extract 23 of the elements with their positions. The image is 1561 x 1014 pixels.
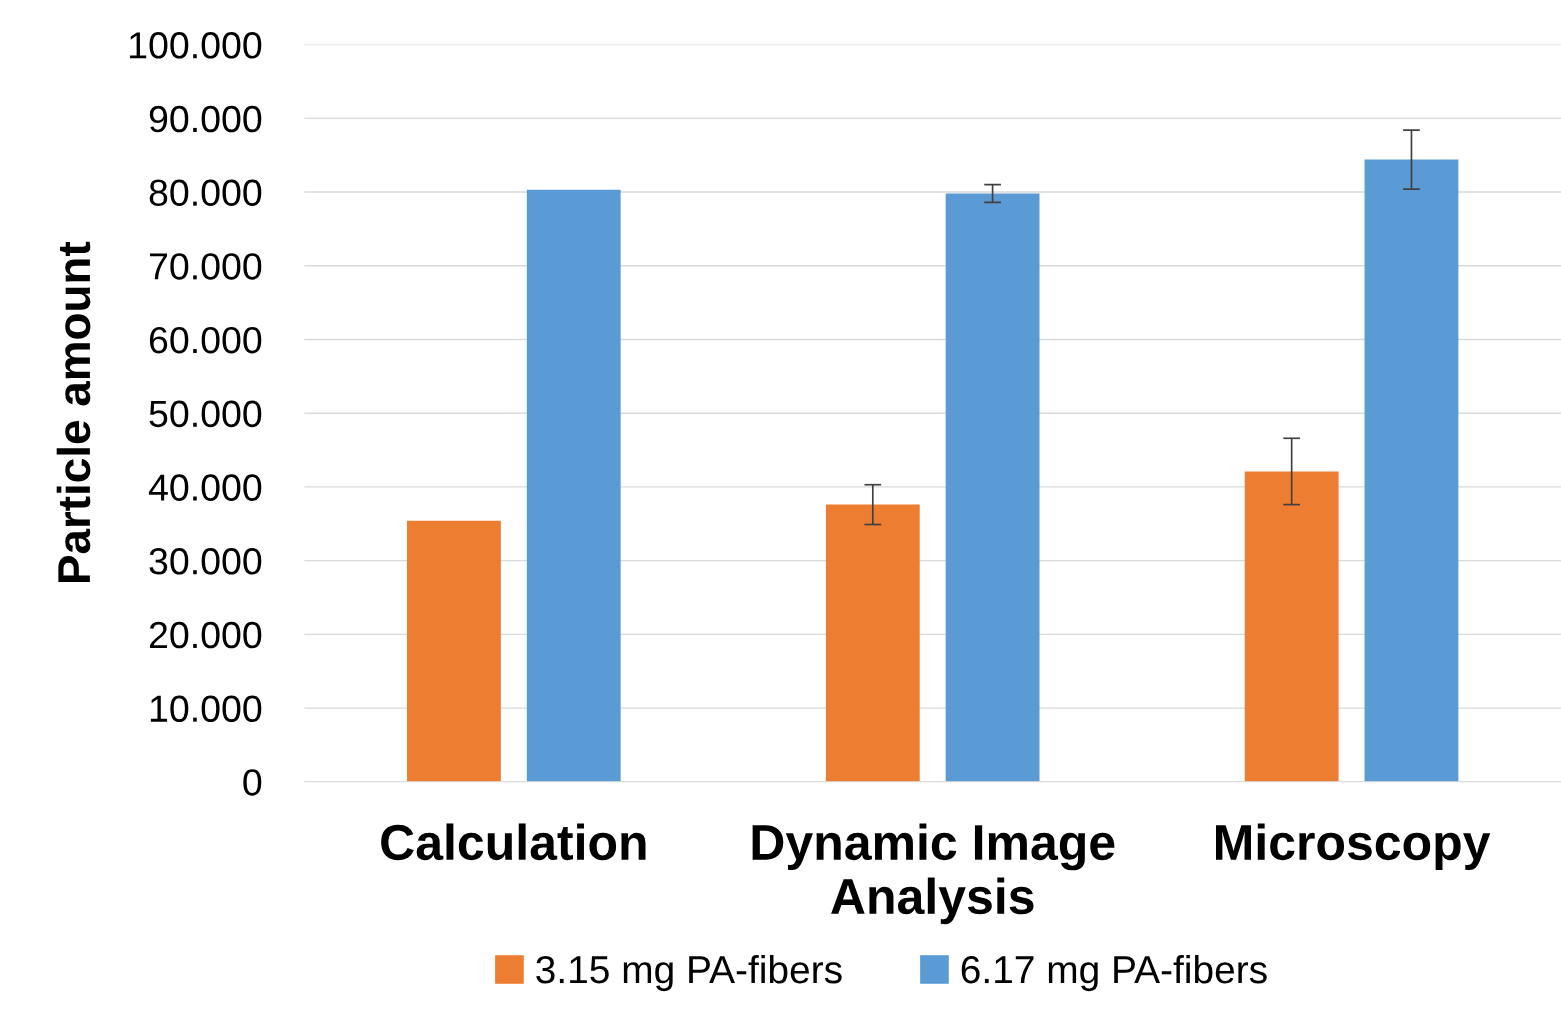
x-tick-label: Calculation	[381, 823, 646, 861]
y-tick-label: 20.000	[149, 621, 262, 649]
legend-label: 6.17 mg PA-fibers	[961, 954, 1267, 992]
y-tick-label: 30.000	[149, 548, 262, 575]
bar	[1364, 159, 1459, 782]
y-tick-label: 40.000	[148, 474, 262, 501]
y-tick-label: 100.000	[130, 32, 262, 59]
legend-label: 3.15 mg PA-fibers	[536, 954, 842, 992]
bar	[945, 193, 1040, 782]
y-tick-label: 70.000	[149, 253, 262, 280]
bar	[407, 520, 501, 782]
x-tick-label: Dynamic Image Analysis	[752, 823, 1115, 925]
bar	[1244, 471, 1339, 782]
bar	[825, 504, 920, 782]
y-tick-label: 90.000	[149, 105, 262, 133]
y-tick-label: 10.000	[150, 695, 262, 723]
y-tick-label: 80.000	[149, 179, 262, 207]
y-tick-label: 0	[243, 769, 262, 796]
x-tick-label: Microscopy	[1215, 823, 1491, 871]
y-tick-label: 60.000	[149, 326, 262, 354]
y-axis-title: Particle amount	[56, 241, 91, 583]
bar	[526, 189, 621, 782]
y-tick-label: 50.000	[149, 400, 262, 428]
